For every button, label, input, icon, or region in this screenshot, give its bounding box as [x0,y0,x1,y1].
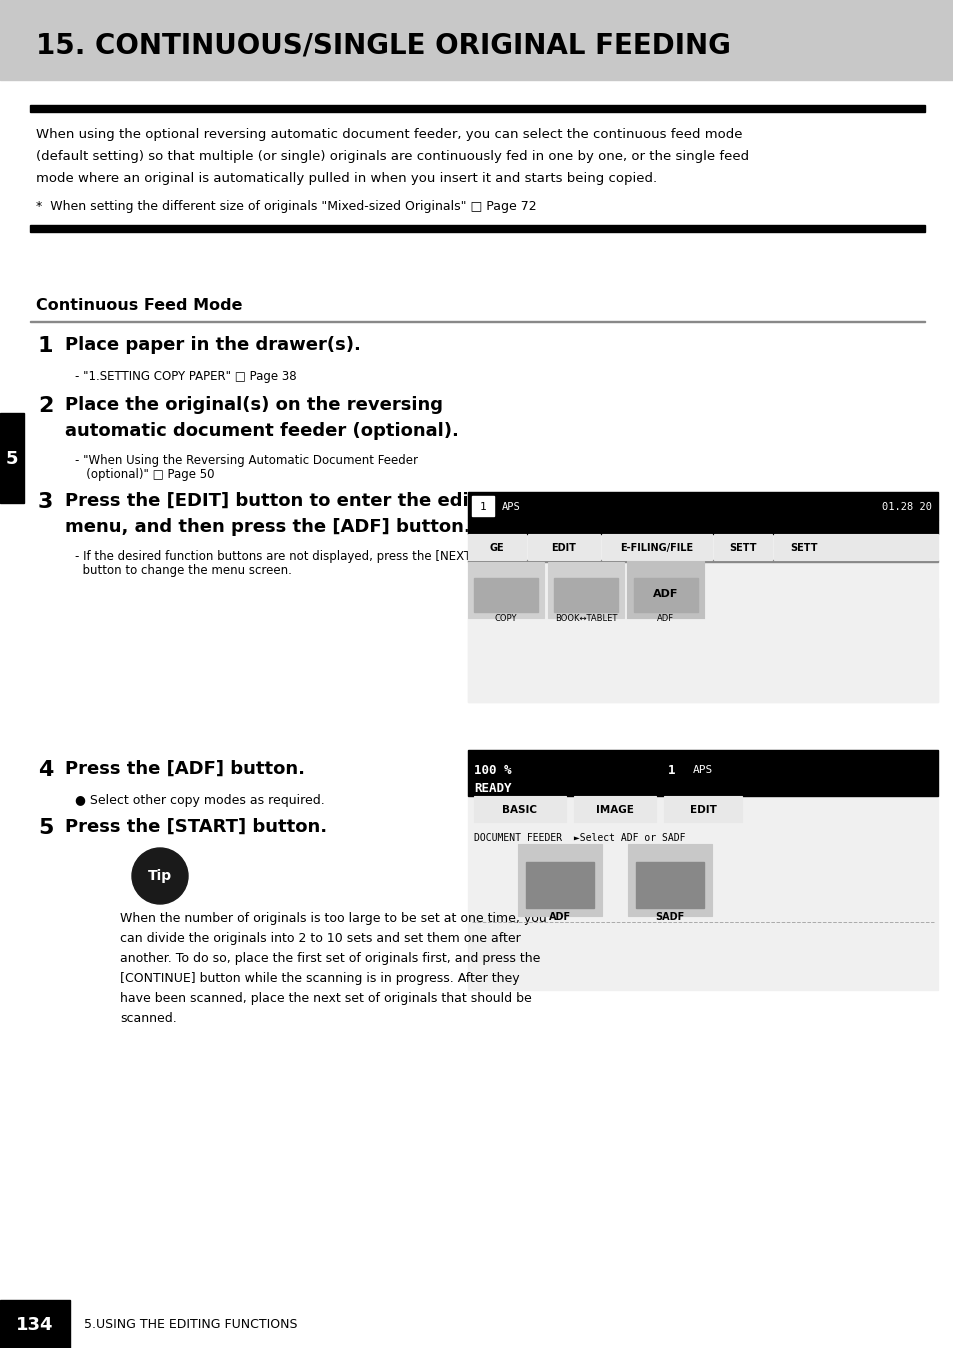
Text: ADF: ADF [548,913,571,922]
Bar [0,412,24,503]
Text: Tip: Tip [148,869,172,883]
Text: button to change the menu screen.: button to change the menu screen. [75,563,292,577]
Bar [468,534,525,559]
Text: SETT: SETT [728,543,756,553]
Bar [30,105,924,112]
Bar [634,578,698,612]
Text: *  When setting the different size of originals "Mixed-sized Originals" □ Page 7: * When setting the different size of ori… [36,200,536,213]
Text: 3: 3 [38,492,53,512]
Text: EDIT: EDIT [551,543,576,553]
Text: 2: 2 [38,396,53,417]
Text: IMAGE: IMAGE [596,805,634,816]
Bar [0,0,953,80]
Bar [468,492,937,520]
Text: can divide the originals into 2 to 10 sets and set them one after: can divide the originals into 2 to 10 se… [120,931,520,945]
Text: another. To do so, place the first set of originals first, and press the: another. To do so, place the first set o… [120,952,539,965]
Bar [472,496,494,516]
Bar [474,797,565,822]
Text: (default setting) so that multiple (or single) originals are continuously fed in: (default setting) so that multiple (or s… [36,150,748,163]
Text: - "1.SETTING COPY PAPER" □ Page 38: - "1.SETTING COPY PAPER" □ Page 38 [75,369,296,383]
Bar [627,562,703,617]
Bar [468,520,937,534]
Text: SETT: SETT [789,543,817,553]
Text: 1: 1 [38,336,53,356]
Text: SADF: SADF [655,913,684,922]
Text: Place the original(s) on the reversing: Place the original(s) on the reversing [65,396,442,414]
Bar [601,534,711,559]
Text: Press the [START] button.: Press the [START] button. [65,818,327,836]
Bar [773,534,937,559]
Text: 134: 134 [16,1316,53,1335]
Text: 100 %: 100 % [474,763,511,776]
Text: - "When Using the Reversing Automatic Document Feeder: - "When Using the Reversing Automatic Do… [75,454,417,466]
Text: 5: 5 [6,450,18,468]
Text: READY: READY [474,782,511,794]
Circle shape [132,848,188,905]
Text: Place paper in the drawer(s).: Place paper in the drawer(s). [65,336,360,355]
Bar [574,797,656,822]
Text: 1: 1 [667,763,675,776]
Text: Continuous Feed Mode: Continuous Feed Mode [36,298,242,313]
Text: automatic document feeder (optional).: automatic document feeder (optional). [65,422,458,439]
Text: mode where an original is automatically pulled in when you insert it and starts : mode where an original is automatically … [36,173,657,185]
Bar [636,861,703,909]
Text: 5: 5 [38,818,53,838]
Text: EDIT: EDIT [689,805,716,816]
Bar [468,749,937,989]
Bar [0,1299,70,1348]
Text: 15. CONTINUOUS/SINGLE ORIGINAL FEEDING: 15. CONTINUOUS/SINGLE ORIGINAL FEEDING [36,32,730,61]
Text: E-FILING/FILE: E-FILING/FILE [619,543,693,553]
Bar [468,559,937,562]
Text: - If the desired function buttons are not displayed, press the [NEXT]: - If the desired function buttons are no… [75,550,476,563]
Bar [468,492,937,702]
Bar [713,534,771,559]
Bar [663,797,741,822]
Text: DOCUMENT FEEDER  ►Select ADF or SADF: DOCUMENT FEEDER ►Select ADF or SADF [474,833,685,842]
Text: COPY: COPY [495,613,517,623]
Text: menu, and then press the [ADF] button.: menu, and then press the [ADF] button. [65,518,470,537]
Bar [468,562,543,617]
Text: BOOK↔TABLET: BOOK↔TABLET [555,613,617,623]
Text: GE: GE [489,543,504,553]
Text: 4: 4 [38,760,53,780]
Bar [30,225,924,232]
Text: When the number of originals is too large to be set at one time, you: When the number of originals is too larg… [120,913,546,925]
Text: APS: APS [501,501,520,512]
Bar [30,321,924,322]
Text: Press the [ADF] button.: Press the [ADF] button. [65,760,305,778]
Text: 5.USING THE EDITING FUNCTIONS: 5.USING THE EDITING FUNCTIONS [84,1318,297,1332]
Text: BASIC: BASIC [502,805,537,816]
Bar [627,562,703,617]
Text: ADF: ADF [653,589,678,599]
Bar [468,749,937,797]
Text: 01.28 20: 01.28 20 [882,501,931,512]
Bar [517,844,601,917]
Text: When using the optional reversing automatic document feeder, you can select the : When using the optional reversing automa… [36,128,741,142]
Bar [527,534,599,559]
Text: scanned.: scanned. [120,1012,176,1024]
Text: 1: 1 [479,501,486,512]
Bar [474,578,537,612]
Bar [547,562,623,617]
Text: Press the [EDIT] button to enter the edit: Press the [EDIT] button to enter the edi… [65,492,476,510]
Bar [627,844,711,917]
Text: APS: APS [692,766,713,775]
Text: (optional)" □ Page 50: (optional)" □ Page 50 [75,468,214,481]
Text: have been scanned, place the next set of originals that should be: have been scanned, place the next set of… [120,992,531,1006]
Text: [CONTINUE] button while the scanning is in progress. After they: [CONTINUE] button while the scanning is … [120,972,519,985]
Bar [468,617,937,702]
Bar [554,578,618,612]
Text: ADF: ADF [657,613,674,623]
Bar [525,861,594,909]
Text: ● Select other copy modes as required.: ● Select other copy modes as required. [75,794,324,807]
